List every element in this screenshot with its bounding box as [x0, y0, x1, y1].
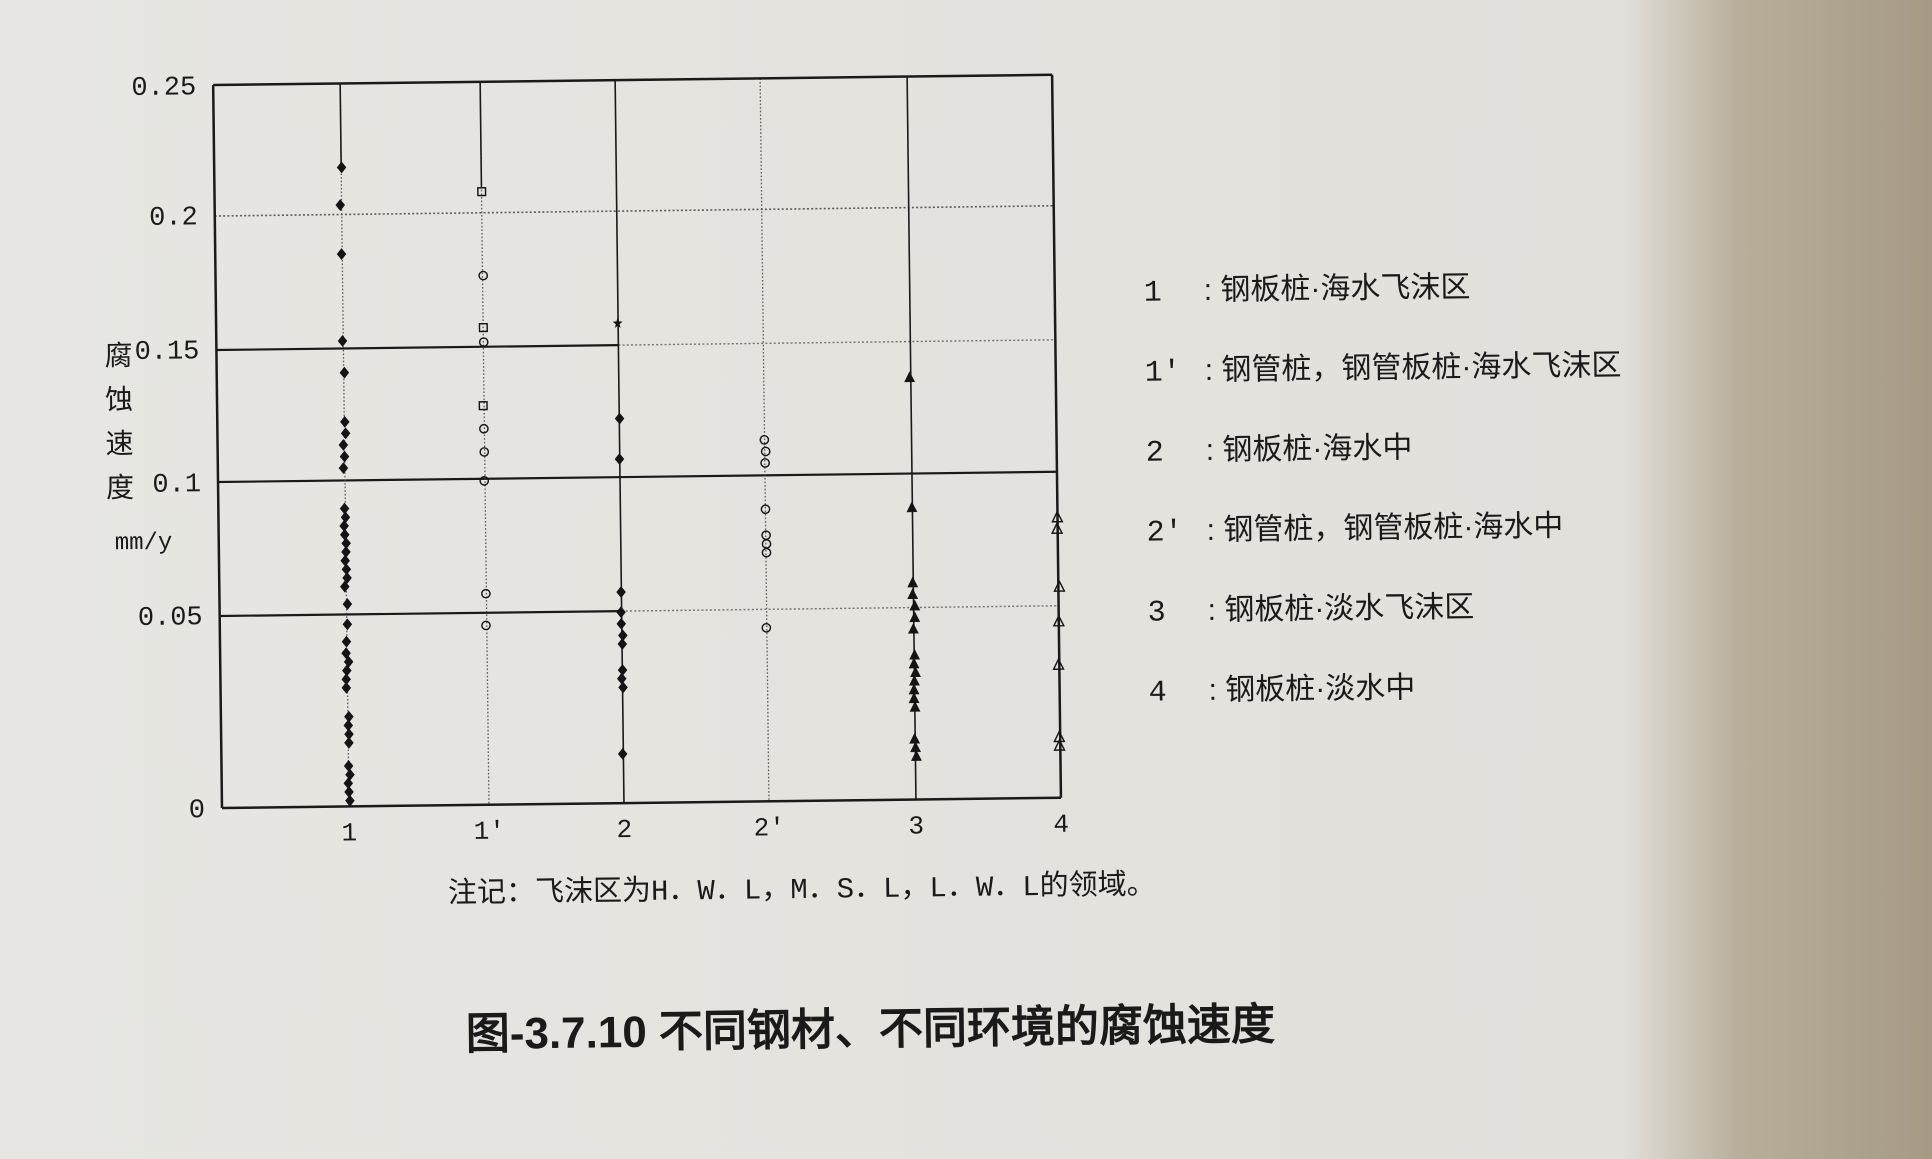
- svg-text:1′: 1′: [1145, 356, 1181, 390]
- svg-text:4: 4: [1148, 676, 1166, 710]
- svg-text:: 钢板桩·淡水中: : 钢板桩·淡水中: [1208, 671, 1415, 707]
- svg-text:2′: 2′: [1147, 516, 1183, 550]
- svg-text:mm/y: mm/y: [115, 530, 173, 558]
- svg-text:: 钢管桩，钢管板桩·海水中: : 钢管桩，钢管板桩·海水中: [1206, 510, 1563, 547]
- svg-text:4: 4: [1053, 810, 1069, 840]
- svg-text:0: 0: [189, 796, 206, 826]
- svg-text:2: 2: [1146, 436, 1164, 470]
- svg-text:蚀: 蚀: [105, 384, 133, 415]
- svg-text:0.2: 0.2: [149, 203, 198, 234]
- svg-text:腐: 腐: [104, 340, 132, 371]
- svg-text:1: 1: [1144, 276, 1162, 310]
- svg-text:1′: 1′: [474, 817, 506, 847]
- svg-text:0.05: 0.05: [138, 603, 203, 634]
- svg-text:0.25: 0.25: [131, 73, 196, 104]
- svg-text:: 钢管桩，钢管板桩·海水飞沫区: : 钢管桩，钢管板桩·海水飞沫区: [1205, 349, 1622, 387]
- svg-text:2: 2: [616, 815, 632, 845]
- svg-text:: 钢板桩·海水中: : 钢板桩·海水中: [1206, 431, 1413, 467]
- svg-text:1: 1: [341, 818, 357, 848]
- svg-text:0.1: 0.1: [152, 470, 201, 501]
- svg-text:3: 3: [908, 811, 924, 841]
- svg-text:速: 速: [105, 428, 133, 459]
- svg-text:图-3.7.10 不同钢材、不同环境的腐蚀速度: 图-3.7.10 不同钢材、不同环境的腐蚀速度: [465, 1000, 1275, 1059]
- svg-text:度: 度: [106, 472, 134, 503]
- svg-text:0.15: 0.15: [134, 337, 199, 368]
- svg-text:: 钢板桩·海水飞沫区: : 钢板桩·海水飞沫区: [1204, 271, 1471, 307]
- svg-text:: 钢板桩·淡水飞沫区: : 钢板桩·淡水飞沫区: [1207, 591, 1474, 627]
- svg-text:2′: 2′: [753, 813, 785, 843]
- svg-text:3: 3: [1147, 596, 1165, 630]
